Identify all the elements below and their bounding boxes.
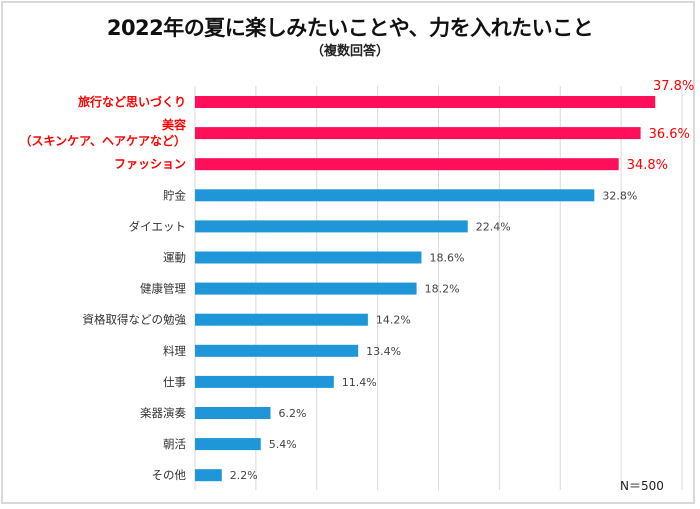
value-label: 37.8%: [653, 79, 694, 94]
bar: [195, 469, 222, 482]
category-label: 健康管理: [140, 282, 186, 296]
category-label: 朝活: [163, 437, 186, 451]
value-label: 18.6%: [429, 252, 464, 265]
bar: [195, 189, 595, 202]
category-label: 料理: [163, 344, 186, 358]
value-label: 6.2%: [278, 407, 306, 420]
sample-size-note: N＝500: [620, 479, 664, 493]
value-label: 11.4%: [342, 376, 377, 389]
value-label: 18.2%: [425, 283, 460, 296]
category-label: 楽器演奏: [140, 406, 186, 420]
value-label: 22.4%: [476, 220, 511, 233]
value-label: 14.2%: [376, 314, 411, 327]
category-label: 資格取得などの勉強: [83, 313, 187, 327]
bar: [195, 375, 334, 388]
bar: [195, 282, 417, 295]
category-label: 美容（スキンケア、ヘアケアなど）: [20, 117, 186, 148]
value-label: 5.4%: [269, 438, 297, 451]
category-label: 運動: [163, 251, 186, 265]
bar: [195, 313, 368, 326]
category-label: 仕事: [163, 375, 186, 389]
bar: [195, 96, 656, 108]
bar: [195, 220, 468, 233]
bar: [195, 251, 422, 264]
category-label: その他: [152, 468, 187, 482]
category-label: ダイエット: [129, 219, 186, 233]
chart-frame: [1, 1, 695, 504]
chart-subtitle: （複数回答）: [310, 44, 389, 59]
bar: [195, 158, 619, 171]
chart-title: 2022年の夏に楽しみたいことや、力を入れたいこと: [106, 16, 594, 40]
bar: [195, 407, 271, 419]
bar: [195, 127, 641, 140]
category-label: 旅行など思いづくり: [78, 94, 186, 109]
category-label: 貯金: [163, 188, 186, 202]
bar: [195, 438, 261, 451]
value-label: 34.8%: [627, 158, 668, 173]
value-label: 36.6%: [649, 127, 690, 142]
category-label: ファッション: [114, 157, 186, 171]
bar: [195, 344, 359, 357]
value-label: 32.8%: [602, 189, 637, 202]
value-label: 2.2%: [230, 469, 258, 482]
value-label: 13.4%: [366, 345, 401, 358]
